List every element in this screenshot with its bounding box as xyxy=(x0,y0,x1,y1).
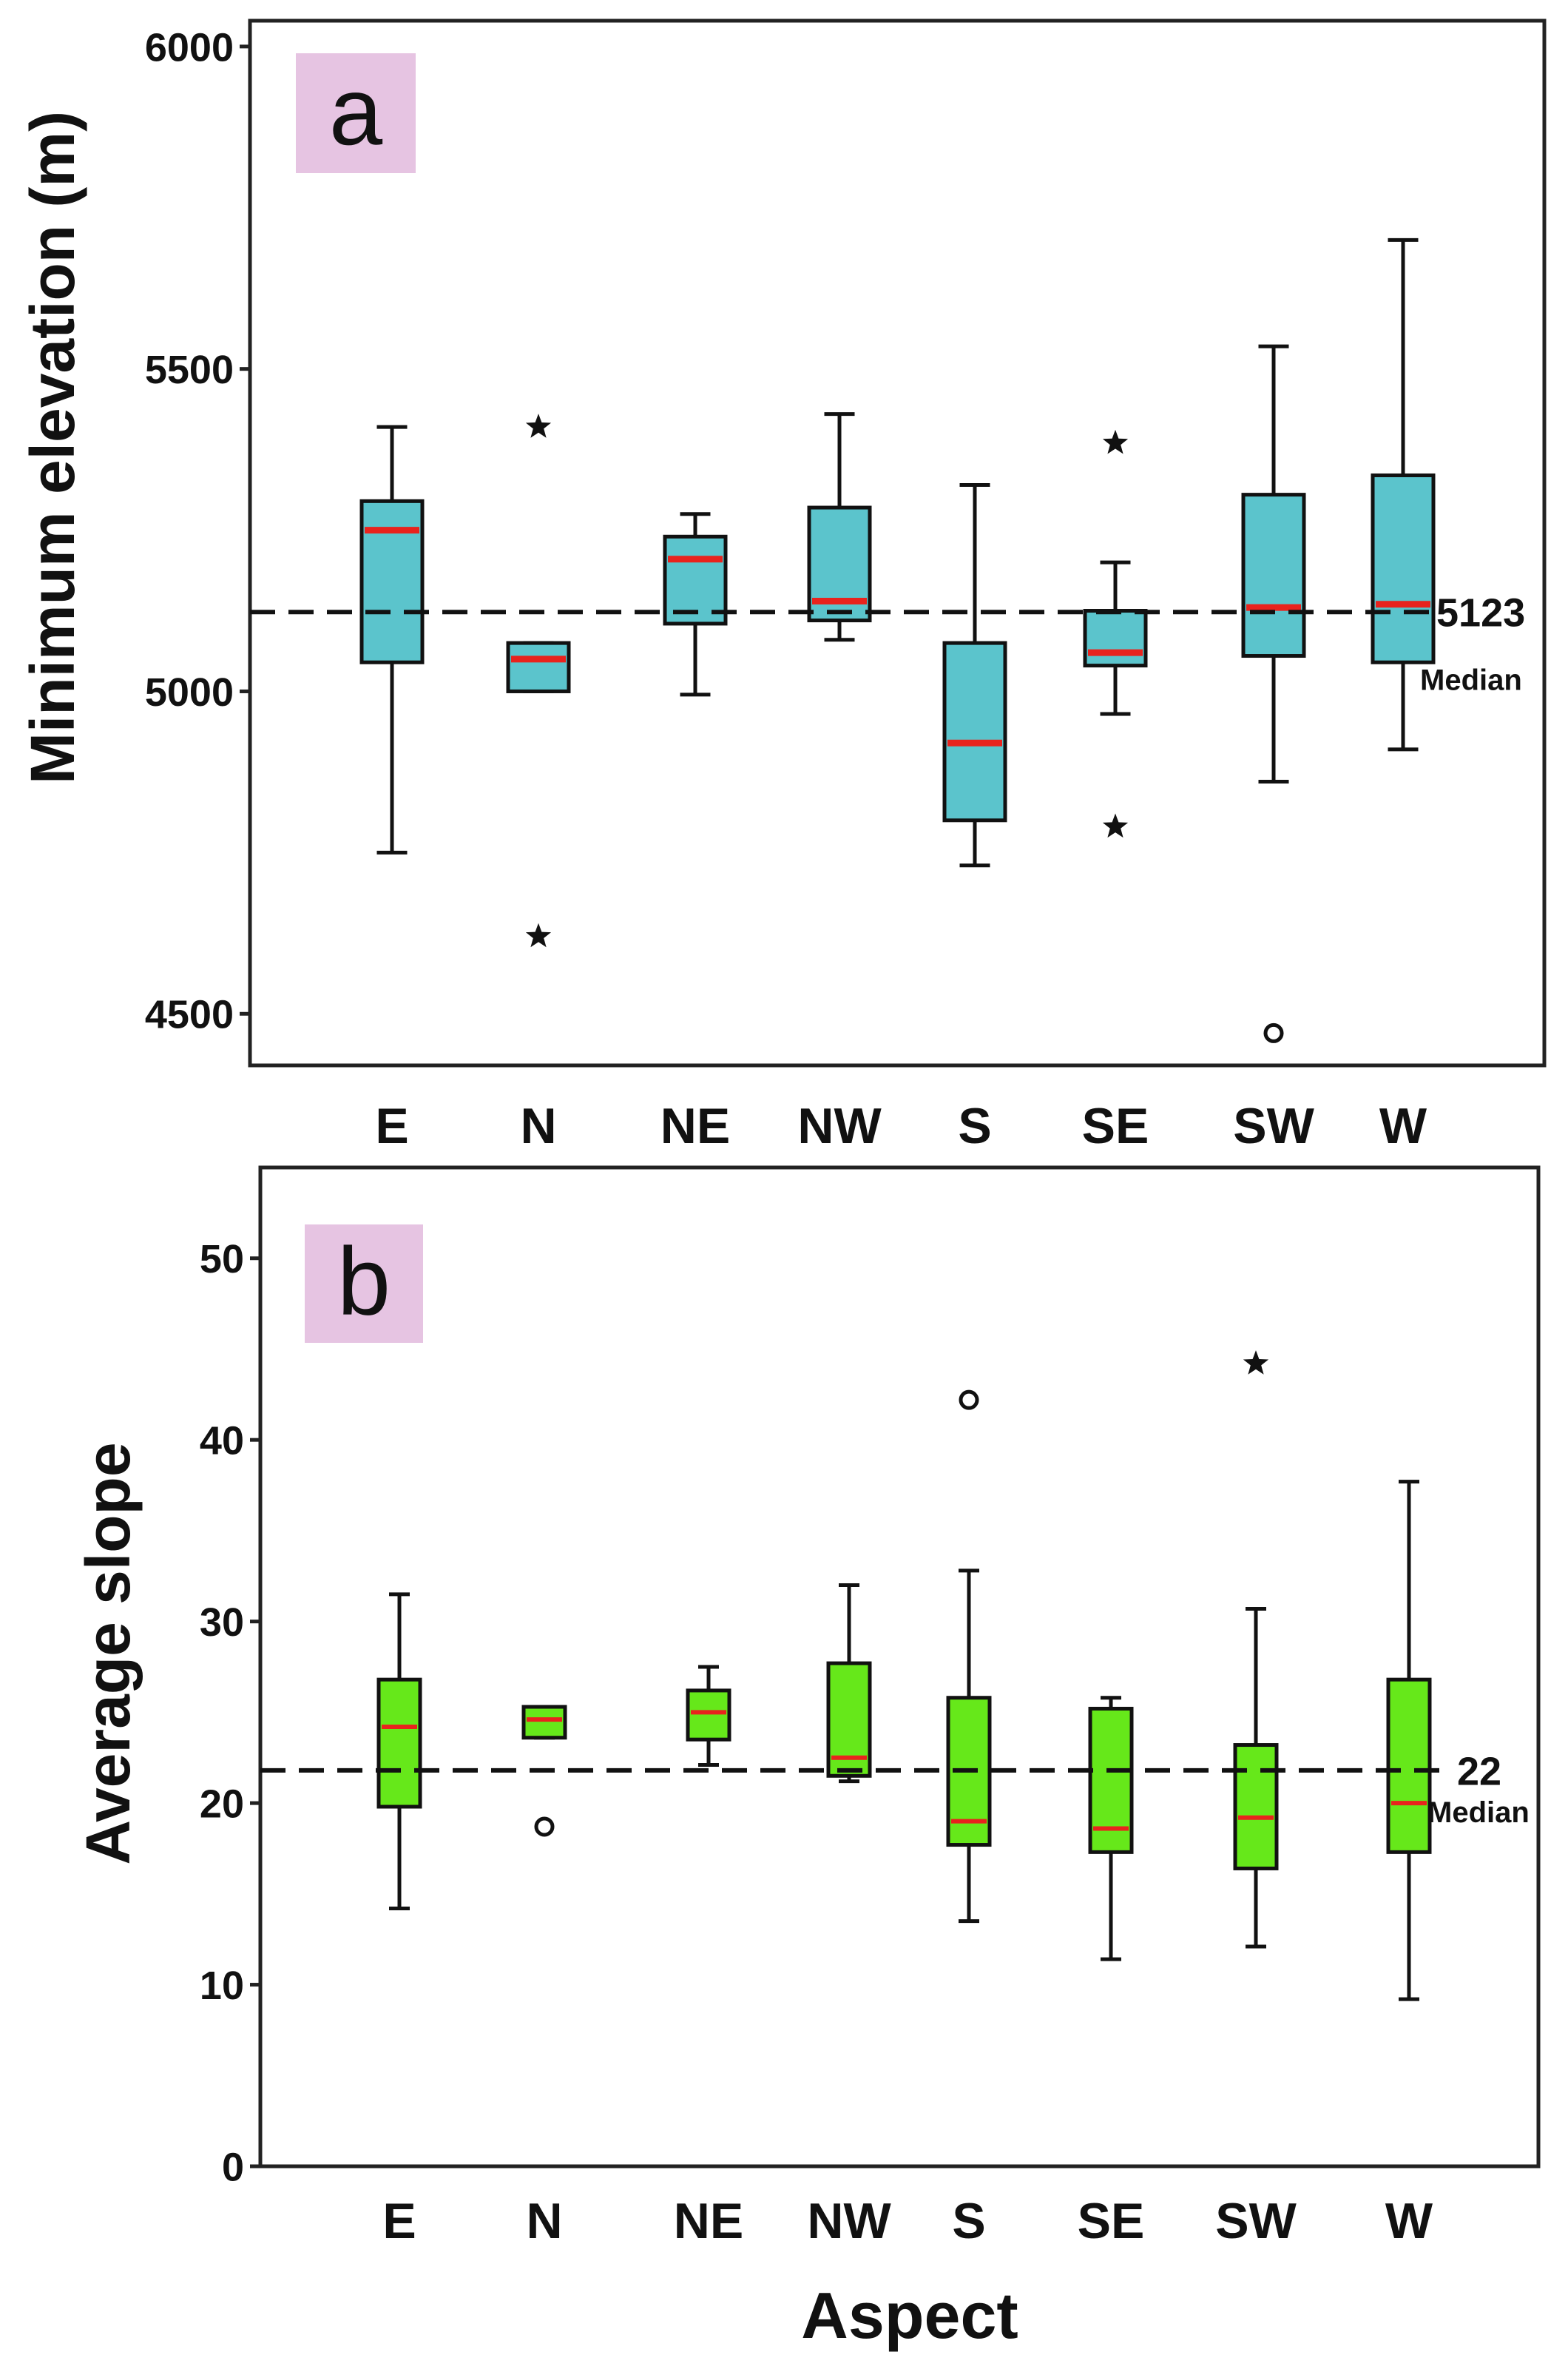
x-tick-label: E xyxy=(382,2193,416,2249)
x-axis-title: Aspect xyxy=(801,2279,1018,2352)
panel-label: b xyxy=(337,1227,391,1335)
x-tick-label: W xyxy=(1379,1098,1427,1154)
iqr-box xyxy=(1233,1743,1279,1870)
x-tick-label: S xyxy=(958,1098,991,1154)
extreme-outlier-star xyxy=(525,414,552,438)
plot-frame xyxy=(248,18,1547,1068)
iqr-box xyxy=(1386,1677,1432,1854)
box-E xyxy=(359,425,425,855)
iqr-box xyxy=(686,1688,731,1742)
overall-median-caption: Median xyxy=(1420,664,1522,696)
y-axis-title: Minimum elevation (m) xyxy=(18,111,87,784)
box-S xyxy=(942,483,1007,868)
x-tick-label: S xyxy=(952,2193,985,2249)
iqr-box xyxy=(1241,493,1306,658)
box-E xyxy=(376,1592,422,1910)
overall-median-value: 22 xyxy=(1457,1749,1501,1793)
x-tick-label: NE xyxy=(674,2193,743,2249)
box-NE xyxy=(663,512,728,697)
box-S xyxy=(946,1389,992,1924)
y-tick-label: 4500 xyxy=(145,993,234,1037)
iqr-box xyxy=(1083,609,1148,668)
box-NW xyxy=(807,412,872,642)
iqr-box xyxy=(1371,473,1436,664)
box-N xyxy=(506,414,571,948)
x-tick-label: W xyxy=(1385,2193,1433,2249)
x-tick-label: E xyxy=(375,1098,408,1154)
box-SE xyxy=(1083,429,1148,838)
y-tick-label: 10 xyxy=(200,1964,244,2008)
iqr-box xyxy=(376,1677,422,1809)
overall-median-caption: Median xyxy=(1427,1796,1530,1829)
y-tick-label: 50 xyxy=(200,1237,244,1281)
x-tick-label: N xyxy=(520,1098,556,1154)
y-tick-label: 5500 xyxy=(145,348,234,392)
x-tick-label: SE xyxy=(1078,2193,1145,2249)
iqr-box xyxy=(521,1705,567,1740)
panel-b: b 0 10 20 30 40 50 Average slope E N NE NW S SE SW W Asp… xyxy=(73,1165,1541,2352)
outlier-circle xyxy=(1263,1022,1284,1043)
y-tick-label: 6000 xyxy=(145,25,234,70)
box-SW xyxy=(1241,344,1306,1043)
y-tick-label: 40 xyxy=(200,1419,244,1463)
outlier-circle xyxy=(534,1816,555,1837)
y-axis-title: Average slope xyxy=(73,1442,143,1864)
iqr-box xyxy=(663,534,728,626)
y-tick-label: 20 xyxy=(200,1782,244,1827)
extreme-outlier-star xyxy=(525,923,552,948)
box-NW xyxy=(826,1583,872,1784)
y-tick-label: 0 xyxy=(222,2145,244,2189)
box-W xyxy=(1371,237,1436,752)
x-tick-label: N xyxy=(526,2193,562,2249)
iqr-box xyxy=(506,641,571,693)
box-SE xyxy=(1088,1696,1134,1961)
panel-label-background xyxy=(305,1224,423,1343)
box-NE xyxy=(686,1665,731,1768)
extreme-outlier-star xyxy=(1102,813,1129,838)
extreme-outlier-star xyxy=(1243,1350,1269,1375)
box-SW xyxy=(1233,1350,1279,1949)
x-tick-label: SW xyxy=(1215,2193,1297,2249)
panel-a: a 4500 5000 5500 6000 Minimum elevation (m) E N… xyxy=(18,18,1547,1154)
x-tick-label: NW xyxy=(807,2193,891,2249)
iqr-box xyxy=(942,641,1007,823)
x-tick-label: SE xyxy=(1082,1098,1149,1154)
y-tick-label: 5000 xyxy=(145,670,234,715)
x-tick-label: NE xyxy=(660,1098,730,1154)
panel-label-background xyxy=(296,53,416,173)
extreme-outlier-star xyxy=(1102,429,1129,454)
y-tick-label: 30 xyxy=(200,1600,244,1645)
plot-frame xyxy=(258,1165,1541,2169)
outlier-circle xyxy=(959,1389,979,1410)
x-tick-label: SW xyxy=(1233,1098,1314,1154)
box-W xyxy=(1386,1480,1432,2001)
x-tick-label: NW xyxy=(797,1098,882,1154)
box-N xyxy=(521,1705,567,1837)
overall-median-value: 5123 xyxy=(1436,591,1525,636)
iqr-box xyxy=(359,499,425,664)
panel-label: a xyxy=(329,57,383,165)
